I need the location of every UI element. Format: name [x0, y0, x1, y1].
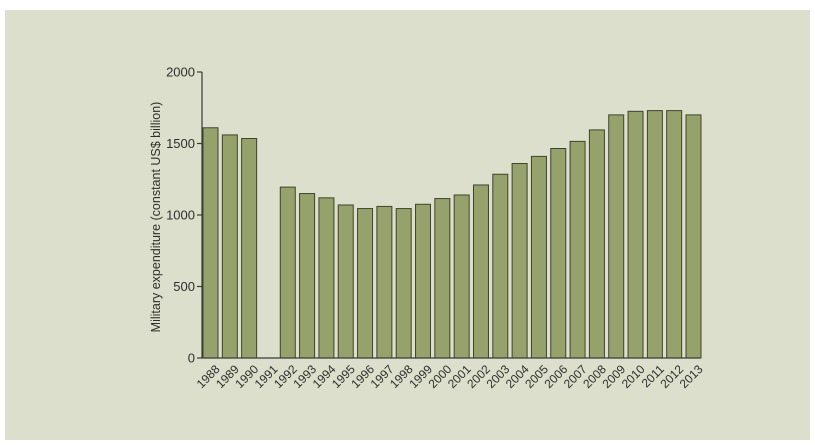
bar-2006: [550, 148, 567, 359]
y-axis-title: Military expenditure (constant US$ billi…: [149, 102, 163, 333]
bar-2001: [453, 194, 470, 359]
bar-2009: [608, 114, 625, 359]
bar-1999: [415, 203, 432, 359]
y-tick-label: 500: [173, 279, 195, 294]
bar-2002: [472, 184, 489, 359]
bar-1997: [376, 205, 393, 359]
bar-2007: [569, 140, 586, 359]
bar-2005: [530, 155, 547, 359]
y-tick-label: 0: [188, 351, 195, 366]
bar-1988: [202, 127, 219, 359]
y-tick-label: 1000: [166, 208, 195, 223]
bar-2013: [685, 114, 702, 359]
bar-2003: [492, 173, 509, 359]
y-tick-label: 1500: [166, 136, 195, 151]
bar-1994: [318, 197, 335, 359]
bar-2012: [666, 110, 683, 359]
bar-2004: [511, 163, 528, 359]
bar-1992: [279, 186, 296, 359]
bar-2000: [434, 198, 451, 359]
bar-1995: [337, 204, 354, 359]
bar-2011: [646, 110, 663, 359]
bar-2010: [627, 110, 644, 359]
bar-1989: [221, 134, 238, 359]
bar-2008: [588, 129, 605, 359]
bar-1996: [357, 208, 374, 359]
x-tick-label: 2013: [677, 362, 706, 391]
bar-1990: [241, 138, 258, 359]
y-tick-label: 2000: [166, 65, 195, 80]
bar-1993: [299, 193, 316, 359]
bar-1998: [395, 208, 412, 359]
